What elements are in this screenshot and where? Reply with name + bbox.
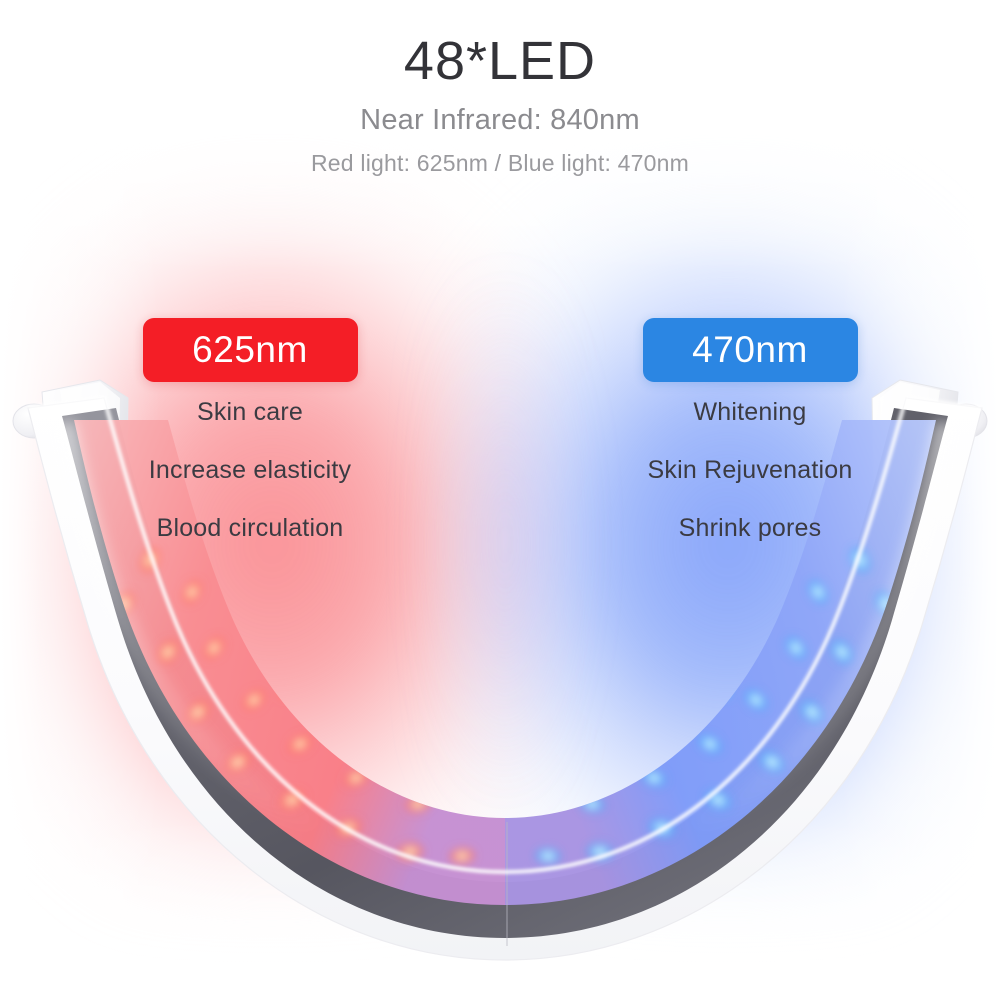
benefit-item: Whitening — [693, 398, 807, 426]
badge-470nm: 470nm — [642, 318, 858, 382]
subtitle-near-infrared: Near Infrared: 840nm — [360, 104, 640, 136]
badge-625nm: 625nm — [142, 318, 358, 382]
blue-light-panel-info: 470nm Whitening Skin Rejuvenation Shrink… — [500, 318, 1000, 541]
blue-benefit-list: Whitening Skin Rejuvenation Shrink pores — [648, 400, 853, 541]
benefit-item: Skin Rejuvenation — [647, 456, 853, 484]
page-title: 48*LED — [403, 31, 597, 91]
header: 48*LED Near Infrared: 840nm Red light: 6… — [0, 0, 1000, 175]
benefit-item: Blood circulation — [156, 514, 344, 542]
benefit-item: Shrink pores — [678, 514, 822, 542]
red-benefit-list: Skin care Increase elasticity Blood circ… — [149, 400, 352, 541]
subtitle-wavelengths: Red light: 625nm / Blue light: 470nm — [311, 150, 689, 176]
benefit-item: Increase elasticity — [148, 456, 352, 484]
red-light-panel-info: 625nm Skin care Increase elasticity Bloo… — [0, 318, 500, 541]
benefit-item: Skin care — [196, 398, 303, 426]
wavelength-panels: 625nm Skin care Increase elasticity Bloo… — [0, 318, 1000, 541]
